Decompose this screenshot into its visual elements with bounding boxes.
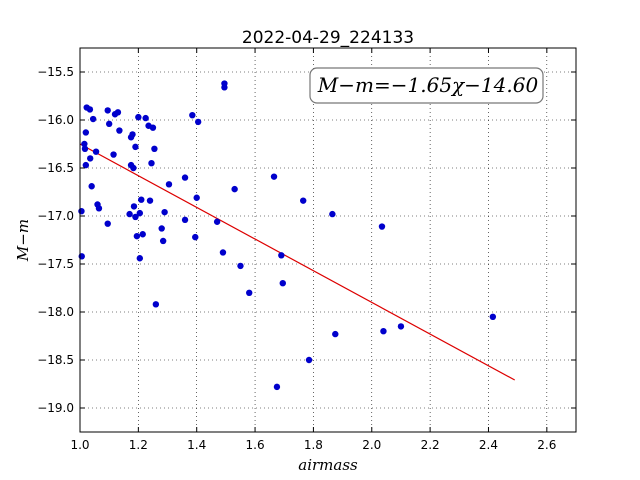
data-point (135, 113, 142, 121)
y-tick-label: −16.0 (37, 113, 74, 127)
y-tick-labels: −15.5 −16.0 −16.5 −17.0 −17.5 −18.0 −18.5 −19.0 (37, 65, 74, 415)
data-point (181, 216, 189, 224)
data-point (81, 140, 88, 148)
data-point (161, 208, 168, 216)
data-point (332, 330, 339, 338)
data-point (159, 237, 167, 245)
y-tick-label: −18.5 (37, 353, 74, 367)
data-point (149, 124, 157, 131)
axis-ticks (79, 48, 576, 432)
y-tick-label: −17.0 (37, 209, 74, 223)
y-tick-label: −16.5 (37, 161, 74, 175)
data-point (189, 112, 196, 119)
data-point (146, 197, 154, 204)
data-point (151, 145, 158, 152)
data-point (329, 210, 336, 218)
data-point (194, 118, 202, 126)
data-point (181, 174, 189, 181)
data-point (88, 183, 95, 190)
data-point (489, 313, 497, 320)
x-axis-label: airmass (298, 456, 358, 474)
data-point (136, 209, 144, 217)
data-point (105, 120, 113, 128)
x-tick-labels: 1.0 1.2 1.4 1.6 1.8 2.0 2.2 2.4 2.6 (70, 438, 556, 452)
x-tick-label: 1.6 (246, 438, 265, 452)
fit-line-group (79, 143, 516, 381)
data-point (136, 255, 144, 262)
data-point (278, 252, 285, 259)
data-point (95, 205, 103, 212)
data-point (81, 145, 89, 152)
data-point (279, 280, 286, 287)
y-tick-label: −17.5 (37, 257, 74, 271)
data-point (130, 203, 138, 210)
data-point (130, 164, 137, 172)
chart-title: 2022-04-29_224133 (242, 28, 414, 48)
data-point (193, 194, 200, 201)
data-point (132, 213, 139, 221)
data-point (114, 109, 122, 116)
x-tick-label: 1.8 (304, 438, 323, 452)
annotation-box (309, 67, 544, 104)
data-point (129, 131, 136, 138)
data-point (378, 223, 386, 230)
data-point (165, 181, 173, 188)
x-tick-label: 2.0 (362, 438, 381, 452)
data-points (78, 80, 497, 391)
data-point (246, 289, 253, 296)
data-point (86, 106, 94, 113)
data-point (139, 231, 146, 238)
x-tick-label: 1.2 (129, 438, 148, 452)
x-tick-label: 2.2 (421, 438, 440, 452)
y-tick-label: −18.0 (37, 305, 74, 319)
data-point (397, 323, 405, 330)
data-point (89, 115, 97, 123)
data-point (132, 143, 139, 151)
data-point (138, 196, 145, 203)
data-point (237, 262, 244, 270)
data-point (219, 249, 227, 256)
data-point (192, 233, 199, 241)
data-point (133, 232, 141, 240)
plot-frame (79, 47, 577, 433)
y-tick-label: −15.5 (37, 65, 74, 79)
x-tick-label: 1.4 (187, 438, 206, 452)
data-point (305, 356, 313, 364)
y-tick-label: −19.0 (37, 401, 74, 415)
data-point (152, 301, 160, 308)
data-point (142, 114, 149, 122)
fit-line (79, 143, 516, 381)
x-tick-label: 2.6 (537, 438, 556, 452)
x-tick-label: 1.0 (70, 438, 89, 452)
data-point (78, 208, 85, 215)
data-point (92, 148, 100, 155)
data-point (116, 127, 123, 134)
data-point (213, 218, 221, 225)
data-point (270, 173, 278, 180)
fit-annotation: M−m=−1.65χ−14.60 (317, 73, 539, 97)
data-point (231, 185, 238, 193)
x-tick-label: 2.4 (479, 438, 498, 452)
data-point (221, 84, 228, 91)
y-axis-label: M−m (14, 219, 32, 262)
data-point (82, 161, 90, 169)
data-point (300, 197, 307, 204)
data-point (104, 107, 111, 114)
data-point (110, 151, 117, 158)
data-point (126, 210, 133, 218)
data-point (148, 160, 155, 167)
data-point (82, 129, 90, 136)
data-point (380, 328, 387, 335)
data-point (87, 155, 94, 162)
data-point (104, 220, 111, 227)
data-point (273, 383, 281, 391)
data-point (158, 225, 165, 232)
